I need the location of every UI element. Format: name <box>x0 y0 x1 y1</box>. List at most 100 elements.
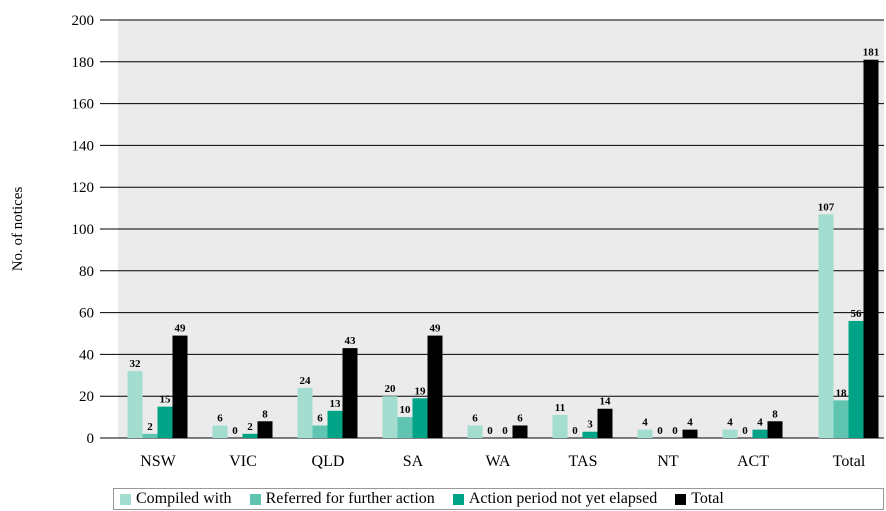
data-label: 2 <box>247 421 253 433</box>
bar <box>257 421 273 438</box>
y-tick-label: 100 <box>72 222 95 238</box>
y-tick-label: 80 <box>79 264 94 280</box>
data-label: 0 <box>502 425 508 437</box>
legend-item: Compiled with <box>120 490 232 508</box>
y-tick-label: 120 <box>72 180 95 196</box>
x-category-label: Total <box>833 453 866 470</box>
bar <box>863 59 879 439</box>
x-axis-categories: NSW VIC QLD SA WA TAS NT ACT Total <box>140 453 866 470</box>
data-label: 4 <box>757 417 763 429</box>
bar <box>752 429 768 438</box>
data-label: 19 <box>415 385 427 397</box>
bar <box>342 348 358 438</box>
legend-label: Action period not yet elapsed <box>468 490 658 507</box>
data-label: 32 <box>130 358 142 370</box>
data-label: 2 <box>147 421 153 433</box>
bar <box>427 335 443 438</box>
x-category-label: VIC <box>229 453 257 470</box>
y-tick-label: 140 <box>72 138 95 154</box>
data-label: 10 <box>400 404 412 416</box>
bar <box>637 429 653 438</box>
data-label: 8 <box>772 408 778 420</box>
data-label: 15 <box>160 394 172 406</box>
legend-swatch <box>249 493 261 505</box>
bar <box>582 431 598 438</box>
data-label: 49 <box>175 323 187 335</box>
data-label: 6 <box>472 412 478 424</box>
bar <box>597 408 613 438</box>
data-label: 4 <box>727 417 733 429</box>
legend-item: Action period not yet elapsed <box>452 490 658 508</box>
bar <box>312 425 328 438</box>
legend-swatch <box>675 493 687 505</box>
legend-swatch <box>452 493 464 505</box>
x-category-label: NSW <box>140 453 176 470</box>
data-label: 13 <box>330 398 342 410</box>
bars <box>127 59 879 439</box>
y-tick-label: 60 <box>79 306 94 322</box>
x-category-label: NT <box>657 453 679 470</box>
legend-swatch <box>120 493 131 505</box>
y-tick-label: 0 <box>87 431 95 447</box>
bar <box>327 410 343 438</box>
x-category-label: QLD <box>312 453 345 470</box>
x-category-label: SA <box>403 453 424 470</box>
bar <box>127 371 143 438</box>
y-axis-ticks: 0 20 40 60 80 100 120 140 160 180 200 <box>72 13 95 447</box>
data-label: 6 <box>517 412 523 424</box>
bar <box>818 214 834 438</box>
legend: Compiled with Referred for further actio… <box>113 488 884 510</box>
bar <box>172 335 188 438</box>
legend-label: Total <box>691 490 724 507</box>
bar <box>242 433 258 438</box>
y-tick-label: 180 <box>72 55 95 71</box>
bar <box>722 429 738 438</box>
data-label: 0 <box>742 425 748 437</box>
bar <box>467 425 483 438</box>
y-axis-label: No. of notices <box>10 187 26 272</box>
data-label: 8 <box>262 408 268 420</box>
legend-label: Referred for further action <box>265 490 435 507</box>
data-label: 107 <box>818 201 835 213</box>
x-category-label: ACT <box>737 453 769 470</box>
legend-label: Compiled with <box>136 490 232 507</box>
y-tick-label: 40 <box>79 347 94 363</box>
data-label: 0 <box>657 425 663 437</box>
bar <box>212 425 228 438</box>
data-label: 181 <box>863 47 880 59</box>
bar <box>848 320 864 438</box>
bar <box>157 406 173 438</box>
gridlines <box>100 19 884 439</box>
data-label: 56 <box>851 308 863 320</box>
y-tick-label: 200 <box>72 13 95 29</box>
bar <box>833 400 849 438</box>
data-label: 4 <box>642 417 648 429</box>
data-label: 11 <box>555 402 565 414</box>
bar <box>552 415 568 438</box>
bar <box>142 433 158 438</box>
data-label: 43 <box>345 335 357 347</box>
data-label: 20 <box>385 383 397 395</box>
data-label: 3 <box>587 419 593 431</box>
x-category-label: WA <box>486 453 511 470</box>
data-label: 18 <box>836 387 848 399</box>
data-label: 49 <box>430 323 442 335</box>
bar <box>412 398 428 438</box>
data-label: 6 <box>217 412 223 424</box>
bar <box>382 396 398 438</box>
data-label: 6 <box>317 412 323 424</box>
bar <box>767 421 783 438</box>
x-category-label: TAS <box>569 453 598 470</box>
bar <box>682 429 698 438</box>
data-label: 24 <box>300 375 312 387</box>
data-label: 0 <box>232 425 238 437</box>
bar <box>512 425 528 438</box>
data-label: 0 <box>487 425 493 437</box>
data-label: 4 <box>687 417 693 429</box>
legend-item: Total <box>675 490 724 508</box>
data-label: 0 <box>572 425 578 437</box>
y-tick-label: 20 <box>79 389 94 405</box>
bar <box>297 387 313 438</box>
